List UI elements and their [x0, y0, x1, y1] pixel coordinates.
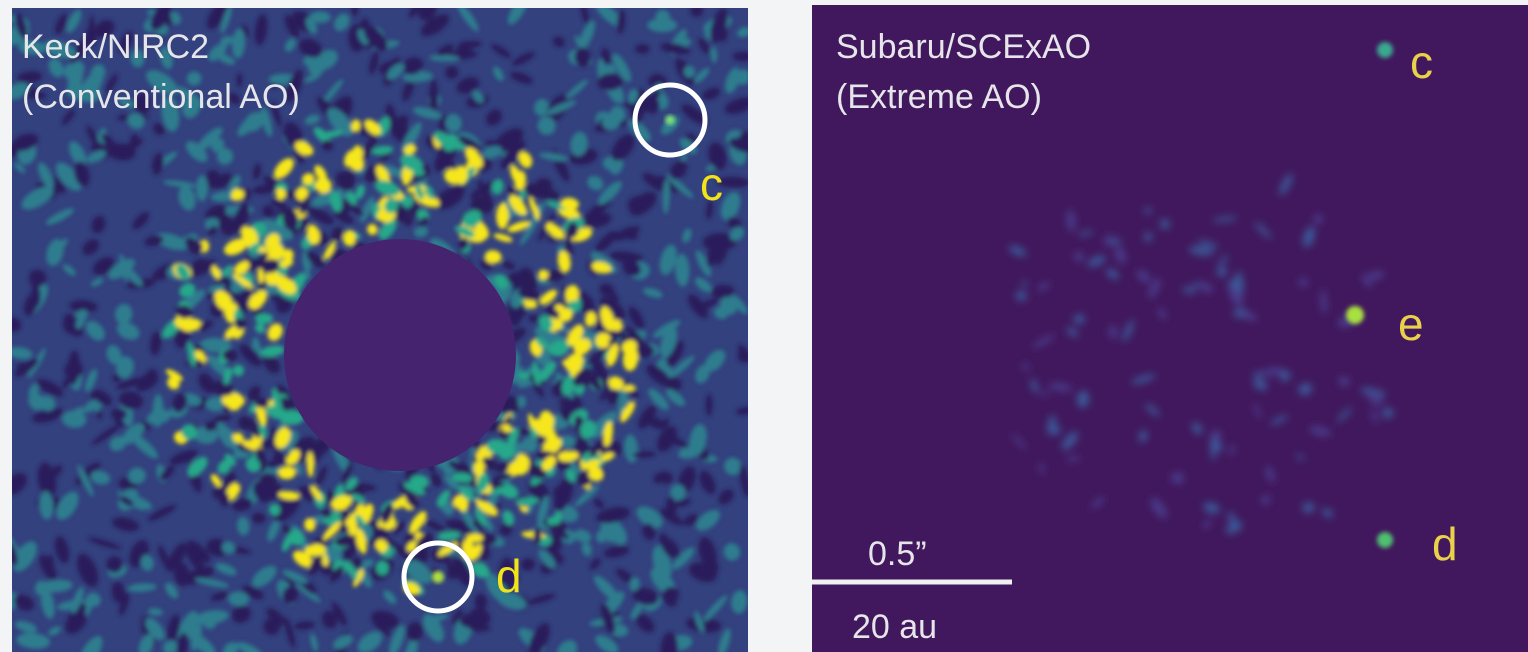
- planet: [665, 115, 675, 125]
- panel-title: Subaru/SCExAO: [836, 28, 1091, 66]
- planet: [1346, 306, 1364, 324]
- speckle: [1313, 214, 1323, 224]
- scale-distance: 20 au: [852, 608, 937, 646]
- page: Keck/NIRC2 (Conventional AO) c d Subaru/…: [0, 0, 1528, 652]
- figure: Keck/NIRC2 (Conventional AO) c d Subaru/…: [0, 0, 1528, 652]
- speckle: [1298, 278, 1308, 287]
- panel-title: (Conventional AO): [22, 78, 300, 116]
- planet: [432, 571, 444, 583]
- planet-label: d: [496, 550, 522, 602]
- planet-label: e: [1398, 298, 1424, 350]
- planet: [1377, 532, 1393, 548]
- planet-label: d: [1432, 518, 1458, 570]
- coronagraph-mask: [284, 239, 516, 471]
- panel-title: Keck/NIRC2: [22, 28, 209, 66]
- planet: [1377, 42, 1393, 58]
- planet-label: c: [1410, 36, 1433, 88]
- planet-label: c: [700, 158, 723, 210]
- panel-title: (Extreme AO): [836, 78, 1042, 116]
- scale-angle: 0.5”: [868, 535, 927, 573]
